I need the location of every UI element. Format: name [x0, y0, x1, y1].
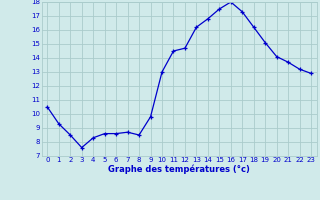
X-axis label: Graphe des températures (°c): Graphe des températures (°c)	[108, 165, 250, 174]
